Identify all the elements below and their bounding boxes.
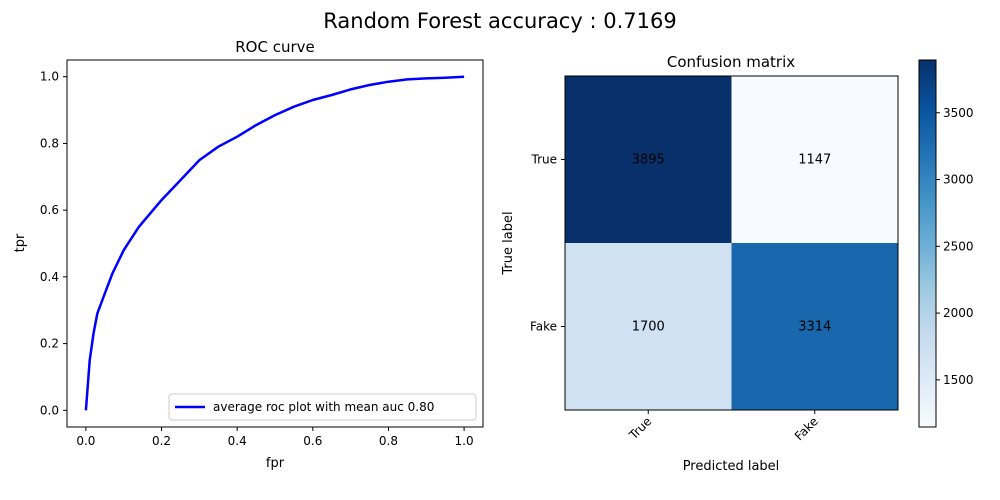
- roc-y-tick-label: 1.0: [40, 70, 59, 84]
- confusion-y-tick-label: True: [531, 153, 558, 167]
- confusion-cell-value: 3895: [632, 153, 665, 168]
- confusion-xlabel: Predicted label: [683, 459, 780, 474]
- roc-x-tick-label: 0.4: [228, 434, 247, 448]
- colorbar-tick-label: 2000: [943, 306, 974, 320]
- confusion-axes: Confusion matrix 3895 1147 1700 3314 True Fak…: [501, 53, 899, 474]
- colorbar: 1500 2000 2500 3000 3500: [918, 59, 974, 428]
- roc-xlabel: fpr: [266, 456, 285, 471]
- roc-x-tick-label: 0.0: [76, 434, 95, 448]
- confusion-y-tick-label: Fake: [530, 320, 557, 334]
- colorbar-tick-label: 3000: [943, 173, 974, 187]
- roc-y-tick-label: 0.6: [40, 203, 59, 217]
- roc-x-tick-label: 0.8: [379, 434, 398, 448]
- roc-x-tick-label: 1.0: [455, 434, 474, 448]
- confusion-x-tick-label: Fake: [792, 414, 821, 443]
- roc-y-tick-label: 0.8: [40, 136, 59, 150]
- roc-x-tick-label: 0.2: [152, 434, 171, 448]
- legend-label: average roc plot with mean auc 0.80: [213, 400, 434, 414]
- colorbar-tick-label: 2500: [943, 239, 974, 253]
- roc-legend: average roc plot with mean auc 0.80: [168, 393, 477, 421]
- colorbar-tick-label: 3500: [943, 106, 974, 120]
- roc-y-tick-label: 0.0: [40, 403, 59, 417]
- confusion-ylabel: True label: [501, 211, 516, 275]
- roc-plot-area: 0.0 0.2 0.4 0.6 0.8 1.0 0.0 0.2 0.4 0.6 0.8 1.0: [40, 70, 474, 448]
- confusion-frame: [564, 75, 899, 411]
- confusion-title: Confusion matrix: [667, 53, 795, 71]
- confusion-cell: [565, 243, 732, 410]
- roc-ylabel: tpr: [13, 233, 28, 252]
- roc-title: ROC curve: [235, 38, 315, 56]
- confusion-cell: [731, 243, 898, 410]
- colorbar-ticks: 1500 2000 2500 3000 3500: [936, 106, 974, 387]
- legend-box: [168, 393, 477, 421]
- colorbar-gradient: [918, 59, 937, 428]
- confusion-plot-area: 3895 1147 1700 3314 True Fake True Fake: [530, 76, 898, 443]
- roc-y-tick-label: 0.4: [40, 270, 59, 284]
- confusion-cell-value: 3314: [798, 320, 831, 335]
- roc-x-tick-label: 0.6: [303, 434, 322, 448]
- confusion-x-tick-label: True: [626, 414, 655, 443]
- confusion-cell: [565, 76, 732, 243]
- roc-series-line: [84, 75, 465, 411]
- figure-title: Random Forest accuracy : 0.7169: [323, 9, 676, 33]
- roc-y-tick-label: 0.2: [40, 337, 59, 351]
- confusion-cell-value: 1700: [632, 320, 665, 335]
- confusion-cell-value: 1147: [798, 153, 831, 168]
- roc-frame: [66, 59, 484, 428]
- colorbar-tick-label: 1500: [943, 373, 974, 387]
- confusion-cell: [731, 76, 898, 243]
- roc-axes: ROC curve 0.0 0.2 0.4 0.6 0.8 1.0 0.0 0.2 0.4 0.6…: [13, 38, 484, 471]
